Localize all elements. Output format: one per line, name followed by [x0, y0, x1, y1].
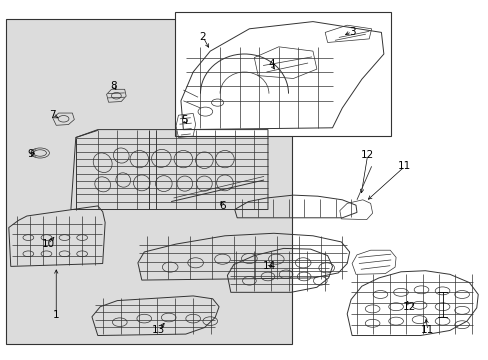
Text: 2: 2 [199, 32, 206, 42]
Polygon shape [175, 12, 390, 136]
Text: 9: 9 [27, 149, 34, 159]
Text: 12: 12 [402, 302, 416, 312]
Text: 4: 4 [267, 59, 274, 69]
Text: 11: 11 [420, 325, 434, 336]
Text: 13: 13 [152, 325, 165, 336]
Polygon shape [6, 19, 292, 344]
Text: 12: 12 [360, 150, 374, 160]
Text: 14: 14 [263, 261, 276, 271]
Text: 7: 7 [49, 110, 56, 120]
Text: 1: 1 [53, 310, 60, 320]
Text: 8: 8 [110, 81, 117, 91]
Text: 5: 5 [181, 114, 188, 125]
Text: 6: 6 [219, 201, 225, 211]
Text: 3: 3 [348, 27, 355, 37]
Text: 11: 11 [397, 161, 411, 171]
Text: 10: 10 [41, 239, 54, 249]
